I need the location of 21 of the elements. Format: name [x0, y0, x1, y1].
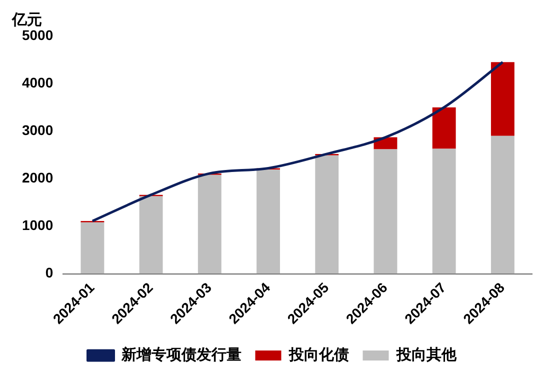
bar [490, 136, 514, 274]
bar [80, 222, 104, 274]
y-tick-label: 2000 [22, 170, 54, 186]
y-tick-label: 4000 [22, 74, 54, 90]
bar [432, 148, 456, 274]
bar [198, 174, 222, 274]
bar [490, 62, 514, 136]
legend-label: 新增专项债发行量 [120, 346, 242, 364]
bar [139, 196, 163, 274]
bar [432, 107, 456, 149]
bar [315, 155, 339, 274]
bar [256, 170, 280, 274]
legend-label: 投向化债 [288, 346, 349, 364]
line-series [91, 60, 504, 222]
y-tick-label: 5000 [22, 26, 54, 43]
legend-label: 投向其他 [395, 346, 458, 364]
bar [374, 149, 398, 274]
y-axis-title: 亿元 [11, 12, 42, 29]
y-tick-label: 3000 [22, 122, 54, 138]
y-tick-label: 0 [45, 264, 54, 281]
y-tick-label: 1000 [22, 217, 54, 234]
